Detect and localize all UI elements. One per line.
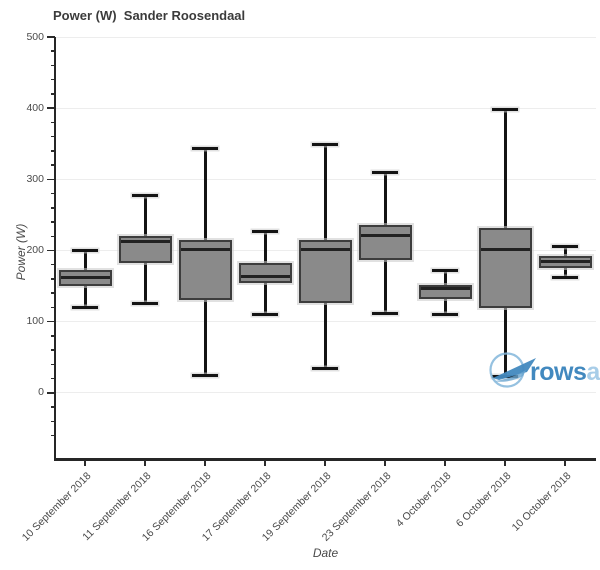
y-minor-tick bbox=[51, 434, 55, 437]
y-minor-tick bbox=[51, 93, 55, 95]
y-axis-title: Power (W) bbox=[14, 223, 28, 281]
boxplot-cap-top bbox=[552, 245, 578, 249]
y-minor-tick bbox=[51, 235, 55, 237]
boxplot-cap-bottom bbox=[72, 305, 98, 309]
boxplot-cap-bottom bbox=[312, 367, 338, 371]
y-tick-label: 300 bbox=[26, 172, 44, 185]
y-tick-label: 500 bbox=[26, 30, 44, 43]
y-gridline bbox=[55, 36, 596, 38]
y-minor-tick bbox=[51, 64, 55, 67]
boxplot-cap-bottom bbox=[372, 312, 398, 316]
boxplot-cap-top bbox=[252, 229, 278, 233]
x-tick bbox=[504, 460, 506, 466]
y-minor-tick bbox=[51, 221, 55, 223]
boxplot-cap-top bbox=[372, 171, 398, 175]
watermark-logo: rowsan bbox=[489, 352, 600, 388]
boxplot-cap-top bbox=[72, 248, 98, 252]
boxplot-box[interactable] bbox=[478, 228, 532, 309]
y-minor-tick bbox=[51, 164, 55, 166]
watermark-wave-icon bbox=[495, 370, 526, 382]
y-major-tick bbox=[47, 36, 55, 38]
y-minor-tick bbox=[51, 363, 55, 366]
boxplot-cap-top bbox=[192, 146, 218, 150]
y-gridline bbox=[55, 392, 596, 394]
y-minor-tick bbox=[51, 192, 55, 195]
boxplot-median bbox=[540, 260, 590, 264]
boxplot-cap-bottom bbox=[552, 276, 578, 280]
x-axis-line bbox=[54, 458, 596, 461]
y-tick-label: 400 bbox=[26, 101, 44, 114]
y-minor-tick bbox=[51, 406, 55, 408]
x-tick bbox=[384, 460, 386, 466]
y-major-tick bbox=[47, 107, 55, 109]
boxplot-median bbox=[360, 234, 410, 238]
boxplot-median bbox=[300, 247, 350, 251]
boxplot-cap-top bbox=[132, 194, 158, 198]
y-tick-label: 100 bbox=[26, 315, 44, 328]
boxplot-median bbox=[240, 275, 290, 279]
y-gridline bbox=[55, 107, 596, 109]
boxplot-median bbox=[420, 286, 470, 290]
y-minor-tick bbox=[51, 335, 55, 337]
boxplot-median bbox=[120, 240, 170, 244]
watermark-boat-icon bbox=[493, 358, 536, 380]
boxplot-median bbox=[60, 276, 110, 280]
x-tick bbox=[324, 460, 326, 466]
y-minor-tick bbox=[51, 278, 55, 280]
y-tick-label: 0 bbox=[38, 386, 44, 399]
boxplot-median bbox=[480, 248, 530, 252]
y-minor-tick bbox=[51, 349, 55, 351]
chart-title: Power (W) Sander Roosendaal bbox=[53, 8, 246, 23]
y-minor-tick bbox=[51, 207, 55, 209]
x-axis-title: Date bbox=[312, 546, 339, 560]
y-tick-label: 200 bbox=[26, 243, 44, 256]
y-minor-tick bbox=[51, 377, 55, 380]
x-tick bbox=[144, 460, 146, 466]
x-tick bbox=[84, 460, 86, 466]
y-major-tick bbox=[47, 178, 55, 181]
y-minor-tick bbox=[51, 150, 55, 152]
y-minor-tick bbox=[51, 292, 55, 294]
boxplot-box[interactable] bbox=[238, 262, 292, 284]
x-tick bbox=[564, 460, 566, 466]
y-major-tick bbox=[47, 320, 55, 323]
x-tick bbox=[264, 460, 266, 466]
boxplot-cap-top bbox=[312, 142, 338, 146]
x-tick bbox=[444, 460, 446, 466]
y-minor-tick bbox=[51, 121, 55, 124]
y-axis-line bbox=[54, 37, 56, 459]
y-minor-tick bbox=[51, 50, 55, 52]
boxplot-cap-top bbox=[492, 108, 518, 112]
boxplot-box[interactable] bbox=[118, 235, 172, 263]
y-major-tick bbox=[47, 249, 55, 252]
boxplot-cap-bottom bbox=[192, 373, 218, 377]
y-minor-tick bbox=[51, 306, 55, 309]
boxplot-median bbox=[180, 248, 230, 252]
y-minor-tick bbox=[51, 263, 55, 266]
boxplot-cap-bottom bbox=[132, 301, 158, 305]
y-minor-tick bbox=[51, 420, 55, 423]
boxplot-cap-bottom bbox=[252, 313, 278, 317]
boxplot-cap-bottom bbox=[432, 313, 458, 317]
x-tick bbox=[204, 460, 206, 466]
boxplot-cap-top bbox=[432, 268, 458, 272]
boxplot-box[interactable] bbox=[358, 224, 412, 261]
y-minor-tick bbox=[51, 135, 55, 138]
watermark-text: rowsan bbox=[530, 358, 600, 386]
y-minor-tick bbox=[51, 78, 55, 81]
y-major-tick bbox=[47, 392, 55, 394]
